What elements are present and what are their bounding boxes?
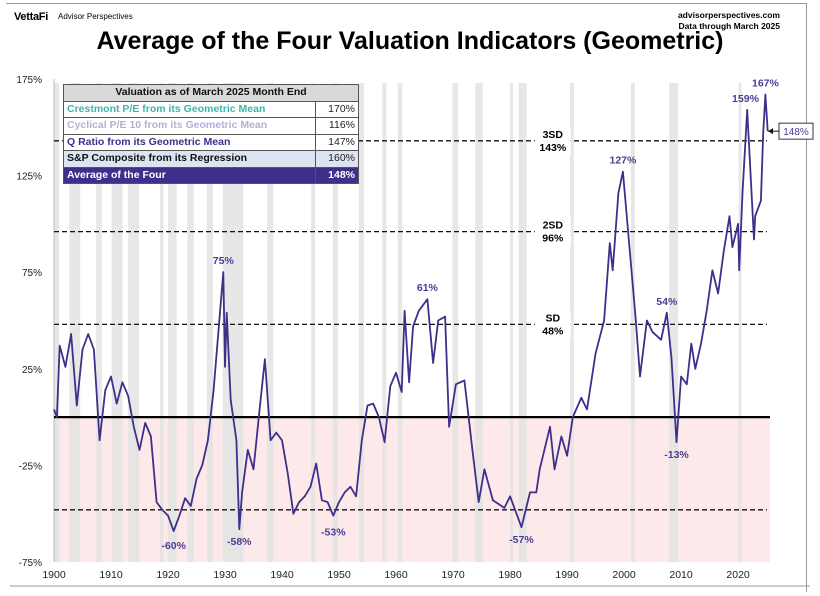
reference-value: 96% (542, 233, 564, 245)
x-tick-label: 1940 (270, 569, 294, 581)
source-url: advisorperspectives.com (677, 10, 780, 20)
brand-logo: VettaFi (14, 11, 48, 23)
recession-bar (569, 83, 574, 562)
reference-label-bg (534, 217, 571, 246)
recession-bar (128, 83, 139, 562)
recession-bar (452, 83, 459, 562)
recession-bar (738, 83, 742, 562)
legend-table-row: Average of the Four 148% (63, 166, 359, 184)
chart-title: Average of the Four Valuation Indicators… (96, 27, 724, 55)
recession-bar (311, 83, 316, 562)
annotation-label: 167% (752, 77, 780, 89)
recession-bar (96, 83, 102, 562)
x-tick-label: 1990 (555, 569, 579, 581)
x-tick-label: 1910 (99, 569, 123, 581)
legend-row-label: Crestmont P/E from its Geometric Mean (63, 100, 316, 118)
recession-bar (69, 83, 81, 562)
recession-bar (397, 83, 403, 562)
recession-bar (187, 83, 194, 562)
x-tick-label: 1950 (327, 569, 351, 581)
legend-table-header: Valuation as of March 2025 Month End (63, 84, 359, 102)
legend-table-row: Crestmont P/E from its Geometric Mean 170… (63, 100, 359, 118)
legend-row-label: S&P Composite from its Regression (63, 150, 316, 168)
legend-row-label: Cyclical P/E 10 from its Geometric Mean (63, 117, 316, 135)
reference-label: 2SD (543, 220, 564, 232)
x-tick-label: 1920 (156, 569, 180, 581)
y-tick-label: 75% (22, 268, 42, 279)
legend-row-value: 170% (315, 100, 359, 118)
annotation-label: 61% (417, 282, 439, 294)
reference-label-bg (534, 310, 571, 339)
x-tick-label: 1900 (42, 569, 66, 581)
x-tick-label: 1970 (441, 569, 465, 581)
annotation-label: -60% (161, 540, 186, 552)
recession-bar (518, 83, 527, 562)
recession-bar (475, 83, 483, 562)
y-tick-label: 175% (16, 75, 42, 86)
recession-bar (630, 83, 635, 562)
annotation-label: 54% (656, 296, 678, 308)
legend-table-row: Q Ratio from its Geometric Mean 147% (63, 133, 359, 151)
image-frame (6, 3, 807, 592)
x-tick-label: 2010 (669, 569, 693, 581)
x-tick-label: 1960 (384, 569, 408, 581)
y-tick-label: 125% (16, 172, 42, 183)
x-tick-label: 1930 (213, 569, 237, 581)
y-tick-label: 25% (22, 365, 42, 376)
legend-row-value: 148% (315, 166, 359, 184)
legend-table-row: Cyclical P/E 10 from its Geometric Mean 1… (63, 117, 359, 135)
legend-row-value: 147% (315, 133, 359, 151)
current-marker-label: 148% (783, 127, 809, 138)
annotation-label: 159% (732, 93, 760, 105)
annotation-label: -57% (509, 534, 534, 546)
recession-bar (267, 83, 274, 562)
recession-bar (669, 83, 679, 562)
recession-bar (206, 83, 214, 562)
legend-table: Valuation as of March 2025 Month End Cre… (63, 84, 359, 184)
valuation-line (53, 93, 769, 532)
recession-bar (358, 83, 365, 562)
recession-bar (168, 83, 177, 562)
reference-label-bg (534, 126, 571, 155)
x-tick-label: 2020 (726, 569, 750, 581)
legend-table-row: S&P Composite from its Regression 160% (63, 150, 359, 168)
recession-bar (222, 83, 244, 562)
recession-bar (111, 83, 123, 562)
x-tick-label: 1980 (498, 569, 522, 581)
recession-bar (160, 83, 164, 562)
y-tick-label: -25% (19, 461, 42, 472)
legend-row-value: 160% (315, 150, 359, 168)
recession-bar (382, 83, 387, 562)
reference-label: SD (546, 312, 561, 324)
reference-label: 3SD (543, 129, 564, 141)
current-marker-box (778, 122, 814, 140)
annotation-label: 127% (609, 155, 637, 167)
recession-bar (510, 83, 514, 562)
legend-row-label: Q Ratio from its Geometric Mean (63, 133, 316, 151)
reference-value: 143% (539, 142, 567, 154)
recession-bar (332, 83, 338, 562)
annotation-label: -53% (321, 526, 346, 538)
annotation-label: 75% (213, 255, 235, 267)
y-tick-label: -75% (19, 558, 42, 569)
source-note: advisorperspectives.com Data through Mar… (678, 10, 780, 32)
annotation-label: -13% (664, 449, 689, 461)
annotation-label: -58% (227, 536, 252, 548)
data-through: Data through March 2025 (678, 21, 780, 31)
reference-value: 48% (542, 325, 564, 337)
legend-row-value: 116% (315, 117, 359, 135)
recession-bar (54, 83, 60, 562)
x-tick-label: 2000 (612, 569, 636, 581)
current-marker-arrowhead (768, 128, 773, 135)
legend-row-label: Average of the Four (63, 166, 316, 184)
brand-subtitle: Advisor Perspectives (58, 12, 133, 21)
